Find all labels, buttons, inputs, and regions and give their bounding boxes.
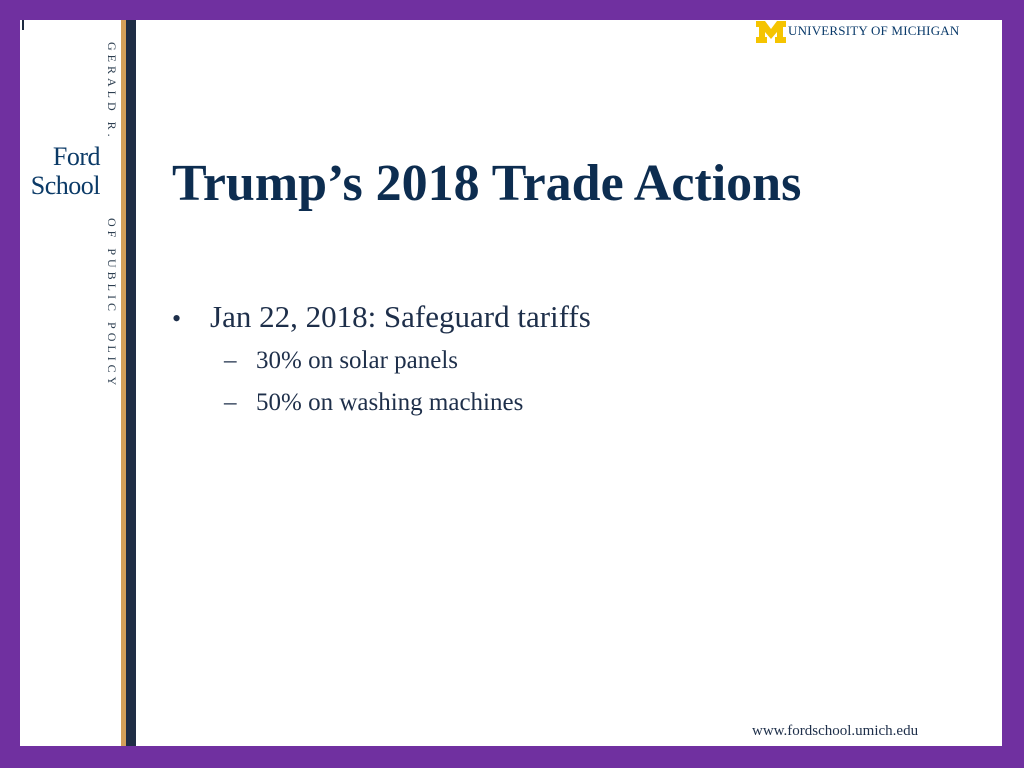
school-name-bottom: OF PUBLIC POLICY [105, 218, 119, 390]
ford-school-logo: Ford School [20, 142, 101, 200]
logo-line-school: School [30, 171, 101, 200]
bullet-item: • Jan 22, 2018: Safeguard tariffs – 30% … [172, 296, 591, 424]
sub-bullet-marker: – [224, 389, 237, 416]
gold-stripe [121, 20, 126, 746]
university-logo: UNIVERSITY OF MICHIGAN [756, 21, 959, 43]
bullet-list: • Jan 22, 2018: Safeguard tariffs – 30% … [172, 296, 591, 424]
sub-bullet-item: – 30% on solar panels [224, 340, 591, 382]
bullet-marker: • [172, 304, 182, 333]
logo-line-ford: Ford [52, 142, 101, 171]
corner-tick [22, 20, 24, 30]
bullet-text: Jan 22, 2018: Safeguard tariffs [210, 299, 591, 334]
navy-stripe [126, 20, 136, 746]
slide: GERALD R. Ford School OF PUBLIC POLICY U… [20, 20, 1002, 746]
sub-bullet-item: – 50% on washing machines [224, 382, 591, 424]
slide-title: Trump’s 2018 Trade Actions [172, 155, 802, 212]
block-m-icon [756, 21, 786, 43]
university-name: UNIVERSITY OF MICHIGAN [788, 23, 960, 38]
sub-bullet-marker: – [224, 347, 237, 374]
footer-url: www.fordschool.umich.edu [752, 723, 919, 739]
school-name-top: GERALD R. [105, 42, 119, 141]
sub-bullet-list: – 30% on solar panels – 50% on washing m… [172, 340, 591, 424]
sub-bullet-text: 50% on washing machines [256, 389, 524, 416]
sub-bullet-text: 30% on solar panels [256, 347, 459, 374]
